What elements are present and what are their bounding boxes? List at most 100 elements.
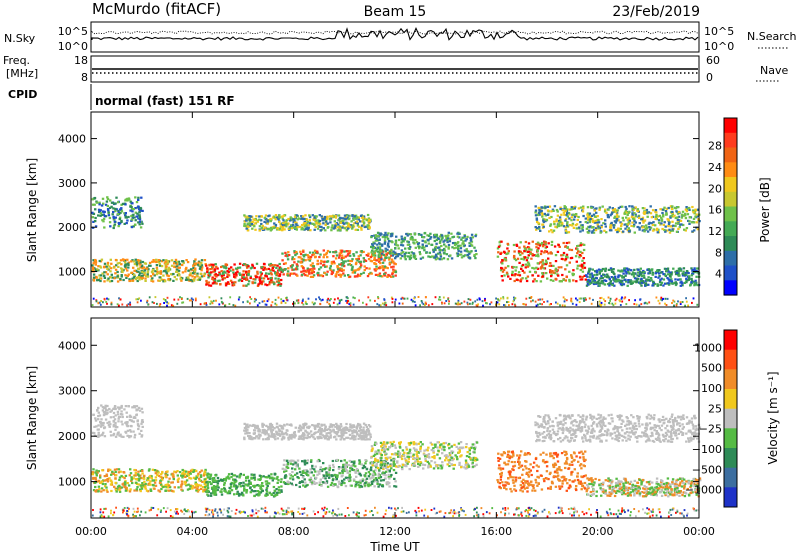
echo-cell xyxy=(278,214,280,216)
echo-cell xyxy=(263,277,265,279)
echo-cell xyxy=(359,275,361,277)
echo-cell xyxy=(307,459,309,461)
echo-cell xyxy=(438,249,440,251)
echo-cell xyxy=(254,282,256,284)
echo-cell xyxy=(106,474,108,476)
echo-cell xyxy=(111,471,113,473)
echo-cell xyxy=(132,279,134,281)
echo-cell xyxy=(326,261,328,263)
echo-cell xyxy=(682,271,684,273)
echo-cell xyxy=(280,481,282,483)
echo-cell xyxy=(195,298,197,300)
echo-cell xyxy=(682,211,684,213)
echo-cell xyxy=(382,262,384,264)
echo-cell xyxy=(130,206,132,208)
echo-cell xyxy=(609,214,611,216)
echo-cell xyxy=(300,253,302,255)
echo-cell xyxy=(377,486,379,488)
echo-cell xyxy=(688,277,690,279)
echo-cell xyxy=(549,262,551,264)
echo-cell xyxy=(637,269,639,271)
echo-cell xyxy=(557,275,559,277)
echo-cell xyxy=(680,303,682,305)
echo-cell xyxy=(310,477,312,479)
echo-cell xyxy=(289,477,291,479)
echo-cell xyxy=(652,209,654,211)
echo-cell xyxy=(661,228,663,230)
freq-unit-label: [MHz] xyxy=(6,67,38,80)
echo-cell xyxy=(667,282,669,284)
echo-cell xyxy=(299,482,301,484)
echo-cell xyxy=(349,460,351,462)
echo-cell xyxy=(595,207,597,209)
echo-cell xyxy=(630,269,632,271)
echo-cell xyxy=(527,257,529,259)
echo-cell xyxy=(124,481,126,483)
echo-cell xyxy=(335,273,337,275)
echo-cell xyxy=(262,490,264,492)
echo-cell xyxy=(658,222,660,224)
echo-cell xyxy=(112,213,114,215)
echo-cell xyxy=(351,485,353,487)
echo-cell xyxy=(660,222,662,224)
echo-cell xyxy=(261,227,263,229)
echo-cell xyxy=(135,472,137,474)
echo-cell xyxy=(505,253,507,255)
echo-cell xyxy=(238,299,240,301)
echo-cell xyxy=(268,215,270,217)
echo-cell xyxy=(298,218,300,220)
echo-cell xyxy=(300,261,302,263)
echo-cell xyxy=(374,300,376,302)
echo-cell xyxy=(576,252,578,254)
echo-cell xyxy=(313,219,315,221)
echo-cell xyxy=(497,299,499,301)
echo-cell xyxy=(684,274,686,276)
echo-cell xyxy=(642,221,644,223)
echo-cell xyxy=(295,223,297,225)
echo-cell xyxy=(618,207,620,209)
colorbar-tick-label: 12 xyxy=(708,225,722,238)
colorbar-swatch xyxy=(724,280,737,295)
echo-cell xyxy=(340,222,342,224)
echo-cell xyxy=(342,220,344,222)
echo-cell xyxy=(178,299,180,301)
echo-cell xyxy=(568,217,570,219)
echo-cell xyxy=(287,270,289,272)
echo-cell xyxy=(388,485,390,487)
echo-cell xyxy=(184,481,186,483)
echo-cell xyxy=(528,248,530,250)
echo-cell xyxy=(670,225,672,227)
echo-cell xyxy=(122,471,124,473)
echo-cell xyxy=(308,214,310,216)
echo-cell xyxy=(115,471,117,473)
echo-cell xyxy=(304,482,306,484)
echo-cell xyxy=(693,284,695,286)
echo-cell xyxy=(558,244,560,246)
echo-cell xyxy=(544,213,546,215)
echo-cell xyxy=(185,267,187,269)
echo-cell xyxy=(247,300,249,302)
echo-cell xyxy=(602,274,604,276)
echo-cell xyxy=(114,223,116,225)
echo-cell xyxy=(378,259,380,261)
echo-cell xyxy=(367,255,369,257)
echo-cell xyxy=(398,239,400,241)
echo-cell xyxy=(570,300,572,302)
echo-cell xyxy=(203,273,205,275)
echo-cell xyxy=(268,273,270,275)
echo-cell xyxy=(550,210,552,212)
echo-cell xyxy=(312,276,314,278)
echo-cell xyxy=(537,250,539,252)
echo-cell xyxy=(154,469,156,471)
echo-cell xyxy=(595,212,597,214)
echo-cell xyxy=(424,304,426,306)
echo-cell xyxy=(220,491,222,493)
echo-cell xyxy=(424,232,426,234)
echo-cell xyxy=(367,224,369,226)
echo-cell xyxy=(164,280,166,282)
echo-cell xyxy=(620,304,622,306)
echo-cell xyxy=(115,197,117,199)
echo-cell xyxy=(681,214,683,216)
echo-cell xyxy=(394,247,396,249)
